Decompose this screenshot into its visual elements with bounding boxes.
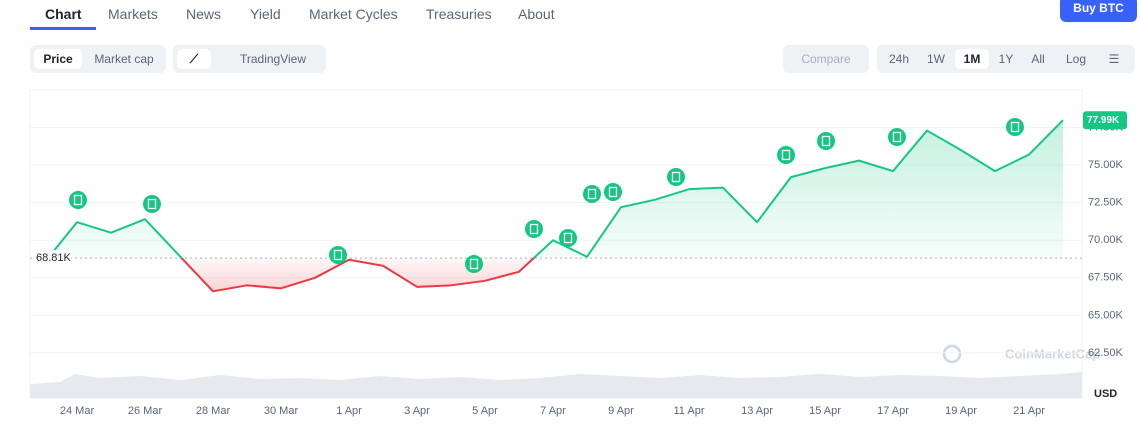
settings-button[interactable]: ☰: [1108, 52, 1120, 66]
x-tick-label: 1 Apr: [336, 405, 362, 417]
y-tick-label: 67.50K: [1088, 272, 1124, 284]
news-marker-circle: [69, 191, 87, 209]
news-marker-circle: [329, 246, 347, 264]
line-chart-button[interactable]: ⟋: [177, 49, 211, 69]
news-marker[interactable]: [143, 195, 161, 213]
y-tick-label: 62.50K: [1088, 347, 1124, 359]
x-tick-label: 7 Apr: [540, 405, 566, 417]
chart-type-toggle: ⟋ TradingView: [173, 45, 326, 73]
nav: Chart Markets News Yield Market Cycles T…: [0, 0, 1141, 30]
tab[interactable]: News: [186, 6, 222, 22]
x-tick-label: 28 Mar: [196, 405, 231, 417]
news-marker-circle: [817, 132, 835, 150]
tab[interactable]: Yield: [250, 6, 281, 22]
news-marker[interactable]: [583, 185, 601, 203]
tab[interactable]: Treasuries: [426, 6, 492, 22]
tab[interactable]: Markets: [108, 6, 158, 22]
news-marker-circle: [465, 255, 483, 273]
news-marker-icon: [469, 258, 479, 270]
news-marker-circle: [604, 183, 622, 201]
news-marker-icon: [563, 232, 573, 244]
news-marker-icon: [892, 131, 902, 143]
market-cap-button[interactable]: Market cap: [94, 52, 154, 66]
news-marker-circle: [777, 146, 795, 164]
y-tick-label: 72.50K: [1088, 197, 1124, 209]
news-marker-icon: [1010, 121, 1020, 133]
news-marker-icon: [73, 194, 83, 206]
price-line: [42, 119, 1064, 293]
x-tick-label: 11 Apr: [674, 405, 705, 417]
news-marker[interactable]: [559, 229, 577, 247]
news-marker-circle: [525, 220, 543, 238]
price-button[interactable]: Price: [34, 49, 82, 69]
news-marker[interactable]: [525, 220, 543, 238]
range-button[interactable]: All: [1031, 52, 1045, 66]
currency-label: USD: [1094, 388, 1117, 400]
compare: Compare: [783, 45, 869, 73]
news-marker-icon: [333, 249, 343, 261]
price-toggle: Price Market cap: [30, 45, 166, 73]
y-tick-label: 75.00K: [1088, 159, 1124, 171]
x-tick-label: 30 Mar: [264, 405, 299, 417]
news-marker[interactable]: [69, 191, 87, 209]
news-marker-icon: [608, 186, 618, 198]
tradingview-button[interactable]: TradingView: [239, 52, 307, 66]
x-tick-label: 26 Mar: [128, 405, 163, 417]
reference-label: 68.81K: [36, 252, 72, 264]
tab-underline: [30, 27, 96, 30]
x-tick-label: 13 Apr: [741, 405, 773, 417]
current-price-label: 77.99K: [1087, 115, 1120, 126]
volume-background: [30, 372, 1082, 398]
range-toggle: 24h 1W 1M 1Y All Log ☰: [877, 45, 1135, 73]
range-button[interactable]: 1Y: [998, 52, 1014, 66]
news-marker-icon: [821, 135, 831, 147]
news-marker-icon: [529, 223, 539, 235]
range-button[interactable]: 24h: [888, 52, 910, 66]
news-marker[interactable]: [817, 132, 835, 150]
news-marker[interactable]: [604, 183, 622, 201]
news-marker[interactable]: [888, 128, 906, 146]
reference-label-box: [33, 250, 71, 267]
tab[interactable]: Chart: [45, 6, 82, 22]
y-tick-label: 70.00K: [1088, 234, 1124, 246]
news-marker-icon: [781, 149, 791, 161]
compare-button[interactable]: Compare: [801, 52, 851, 66]
news-marker-icon: [587, 188, 597, 200]
news-marker[interactable]: [667, 168, 685, 186]
x-tick-label: 5 Apr: [472, 405, 498, 417]
news-marker[interactable]: [1006, 118, 1024, 136]
news-marker[interactable]: [777, 146, 795, 164]
range-button[interactable]: 1M: [955, 49, 989, 69]
x-tick-label: 21 Apr: [1013, 405, 1045, 417]
watermark-logo: [942, 344, 962, 364]
buy-button[interactable]: Buy BTC: [1060, 0, 1137, 22]
news-marker-circle: [143, 195, 161, 213]
news-marker-icon: [147, 198, 157, 210]
area-fill: [43, 120, 1063, 292]
y-tick-label: 65.00K: [1088, 309, 1124, 321]
log-button[interactable]: Log: [1065, 52, 1087, 66]
x-tick-label: 9 Apr: [608, 405, 634, 417]
watermark: CoinMarketCap: [1005, 346, 1100, 361]
news-marker-circle: [1006, 118, 1024, 136]
news-marker-circle: [583, 185, 601, 203]
x-tick-label: 17 Apr: [877, 405, 909, 417]
x-tick-label: 3 Apr: [404, 405, 430, 417]
news-marker-icon: [671, 171, 681, 183]
current-price-box: [1083, 111, 1127, 130]
x-tick-label: 24 Mar: [60, 405, 95, 417]
news-marker[interactable]: [329, 246, 347, 264]
x-tick-label: 19 Apr: [945, 405, 977, 417]
range-button[interactable]: 1W: [927, 52, 945, 66]
news-marker-circle: [888, 128, 906, 146]
tab[interactable]: Market Cycles: [309, 6, 398, 22]
news-marker[interactable]: [465, 255, 483, 273]
tab[interactable]: About: [518, 6, 555, 22]
news-marker-circle: [559, 229, 577, 247]
x-tick-label: 15 Apr: [809, 405, 841, 417]
news-marker-circle: [667, 168, 685, 186]
